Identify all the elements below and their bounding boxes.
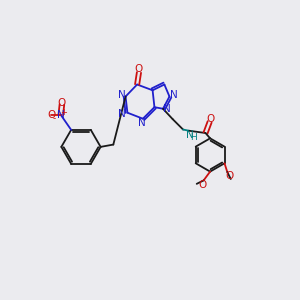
Text: N: N bbox=[118, 90, 126, 100]
Text: O: O bbox=[47, 110, 55, 120]
Text: N: N bbox=[118, 109, 125, 119]
Text: N: N bbox=[186, 130, 194, 140]
Text: N: N bbox=[170, 90, 178, 100]
Text: -: - bbox=[52, 114, 56, 123]
Text: O: O bbox=[135, 64, 143, 74]
Text: O: O bbox=[207, 114, 215, 124]
Text: O: O bbox=[198, 179, 207, 190]
Text: +: + bbox=[60, 108, 67, 117]
Text: N: N bbox=[57, 110, 64, 120]
Text: O: O bbox=[226, 171, 234, 181]
Text: N: N bbox=[163, 104, 170, 114]
Text: N: N bbox=[138, 118, 146, 128]
Text: H: H bbox=[190, 133, 197, 142]
Text: O: O bbox=[58, 98, 66, 108]
